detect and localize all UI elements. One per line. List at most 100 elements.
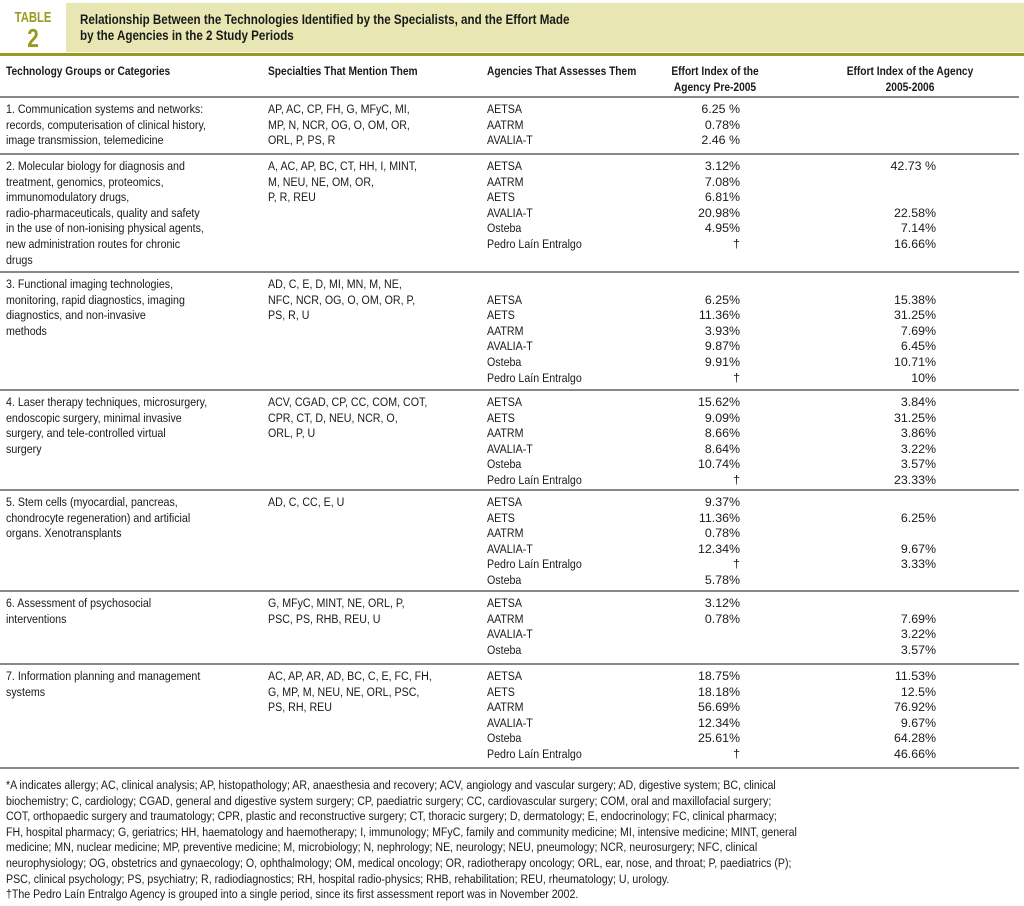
agencies-cell-line: AVALIA-T (487, 715, 533, 730)
effort-2005-2006-cell-line: 23.33% (893, 472, 936, 487)
technology-cell-line: 6. Assessment of psychosocial (6, 596, 152, 610)
technology-cell: 3. Functional imaging technologies, monit… (6, 277, 185, 339)
effort-2005-2006-cell: 6.25% 9.67% 3.33% (830, 495, 936, 589)
specialties-cell-line: AC, AP, AR, AD, BC, C, E, FC, FH, (268, 669, 432, 683)
effort-2005-2006-cell (830, 102, 936, 149)
technology-cell-line: immunomodulatory drugs, (6, 190, 130, 205)
specialties-cell-line: ORL, P, PS, R (268, 133, 336, 148)
specialties-cell-line: G, MP, M, NEU, NE, ORL, PSC, (268, 684, 420, 699)
agencies-cell-line: Pedro Laín Entralgo (487, 472, 582, 487)
header-specialties: Specialties That Mention Them (268, 64, 418, 78)
effort-2005-2006-cell-line: 6.25% (900, 510, 936, 525)
effort-pre2005-cell-line: 18.75% (697, 669, 740, 683)
technology-cell-line: 7. Information planning and management (6, 669, 201, 683)
footnote-line: PSC, clinical psychology; PS, psychiatry… (6, 871, 670, 886)
technology-cell-line: radio-pharmaceuticals, quality and safet… (6, 205, 200, 220)
technology-cell: 2. Molecular biology for diagnosis and tr… (6, 159, 204, 268)
technology-cell-line: records, computerisation of clinical his… (6, 117, 206, 132)
row-divider (0, 389, 1019, 391)
agencies-cell-line: AETSA (487, 596, 522, 610)
agencies-cell-line: Osteba (487, 572, 522, 587)
effort-pre2005-cell-line: 9.09% (704, 410, 740, 425)
effort-pre2005-cell-line: 6.81% (704, 190, 740, 205)
row-divider (0, 271, 1019, 273)
specialties-cell-line: AD, C, CC, E, U (268, 495, 345, 509)
effort-pre2005-cell-line: † (733, 370, 740, 385)
agencies-cell-line: AETS (487, 510, 515, 525)
specialties-cell-line: MP, N, NCR, OG, O, OM, OR, (268, 117, 410, 132)
agencies-cell-line: AETS (487, 684, 515, 699)
technology-cell-line: in the use of non-ionising physical agen… (6, 221, 204, 236)
effort-pre2005-cell-line: 18.18% (697, 684, 740, 699)
effort-2005-2006-cell-line: 76.92% (893, 700, 936, 715)
technology-cell-line: surgery, and tele-controlled virtual (6, 426, 166, 441)
specialties-cell-line: AD, C, E, D, MI, MN, M, NE, (268, 277, 402, 291)
effort-2005-2006-cell-line: 12.5% (900, 684, 936, 699)
agencies-cell-line: AVALIA-T (487, 541, 533, 556)
effort-2005-2006-cell-line: 10% (911, 370, 936, 385)
agencies-cell-line: AETSA (487, 669, 522, 683)
effort-2005-2006-cell: 42.73 % 22.58% 7.14% 16.66% (830, 159, 936, 253)
effort-pre2005-cell-line (640, 627, 740, 643)
effort-pre2005-cell-line: 8.66% (704, 426, 740, 441)
footnote-line: †The Pedro Laín Entralgo Agency is group… (6, 887, 579, 902)
header-rule (0, 53, 1024, 56)
agencies-cell-line: Osteba (487, 642, 522, 657)
effort-pre2005-cell-line: 11.36% (698, 510, 740, 525)
footnote-line: biochemistry; C, cardiology; CGAD, gener… (6, 793, 772, 808)
effort-pre2005-cell-line: 3.12% (704, 596, 740, 610)
effort-2005-2006-cell-line (830, 495, 936, 511)
agencies-cell: AETSA AETS AATRM AVALIA-T Osteba Pedro Laín E… (487, 395, 582, 489)
technology-cell-line: treatment, genomics, proteomics, (6, 174, 164, 189)
effort-pre2005-cell-line: 6.25% (704, 292, 740, 307)
agencies-cell-line: AETSA (487, 292, 522, 307)
agencies-cell-line: Osteba (487, 221, 522, 236)
technology-cell-line: methods (6, 323, 47, 338)
specialties-cell-line: P, R, REU (268, 190, 316, 205)
agencies-cell-line: Pedro Laín Entralgo (487, 236, 582, 251)
row-divider (0, 96, 1019, 98)
header-technology: Technology Groups or Categories (6, 64, 171, 78)
effort-2005-2006-cell: 7.69% 3.22% 3.57% (830, 596, 936, 658)
agencies-cell-line: AATRM (487, 174, 524, 189)
effort-pre2005-cell: 6.25 % 0.78% 2.46 % (640, 102, 740, 149)
specialties-cell-line: NFC, NCR, OG, O, OM, OR, P, (268, 292, 416, 307)
effort-pre2005-cell: 9.37% 11.36% 0.78% 12.34% † 5.78% (640, 495, 740, 589)
agencies-cell-line: AETSA (487, 495, 522, 509)
effort-pre2005-cell-line: † (733, 557, 740, 572)
effort-pre2005-cell-line: 0.78% (704, 526, 740, 541)
technology-cell-line: surgery (6, 441, 42, 456)
specialties-cell-line: A, AC, AP, BC, CT, HH, I, MINT, (268, 159, 418, 173)
effort-2005-2006-cell-line: 46.66% (893, 746, 936, 761)
effort-pre2005-cell: 3.12% 7.08% 6.81% 20.98% 4.95% † (640, 159, 740, 253)
specialties-cell: AD, C, E, D, MI, MN, M, NE, NFC, NCR, OG,… (268, 277, 415, 324)
specialties-cell-line: PS, RH, REU (268, 700, 332, 715)
table-title: Relationship Between the Technologies Id… (80, 12, 569, 44)
header-2005-2006: Effort Index of the Agency 2005-2006 (834, 63, 987, 95)
effort-pre2005-cell-line: 12.34% (697, 541, 740, 556)
header-line: Agency Pre-2005 (673, 80, 757, 94)
effort-pre2005-cell-line: 3.93% (704, 323, 740, 338)
effort-pre2005-cell-line: 8.64% (704, 441, 740, 456)
agencies-cell-line: Osteba (487, 354, 522, 369)
effort-2005-2006-cell-line (830, 596, 936, 612)
technology-cell-line: drugs (6, 252, 33, 267)
technology-cell: 1. Communication systems and networks: re… (6, 102, 206, 149)
agencies-cell-line: AVALIA-T (487, 133, 533, 148)
effort-pre2005-cell-line: 0.78% (704, 611, 740, 626)
effort-2005-2006-cell: 15.38% 31.25% 7.69% 6.45% 10.71% 10% (830, 277, 936, 386)
footnote-line: medicine; MN, nuclear medicine; MP, prev… (6, 840, 758, 855)
technology-cell-line: new administration routes for chronic (6, 236, 181, 251)
effort-pre2005-cell-line: 0.78% (704, 117, 740, 132)
effort-2005-2006-cell-line: 3.22% (900, 441, 936, 456)
agencies-cell-line: AVALIA-T (487, 627, 533, 642)
technology-cell-line: monitoring, rapid diagnostics, imaging (6, 292, 185, 307)
table-title-band: TABLE 2 Relationship Between the Technol… (0, 0, 1024, 52)
agencies-cell-line: Osteba (487, 457, 522, 472)
effort-pre2005-cell-line: 9.37% (704, 495, 740, 509)
header-line: Effort Index of the (671, 64, 759, 78)
specialties-cell-line: PS, R, U (268, 308, 310, 323)
agencies-cell-line: AVALIA-T (487, 339, 533, 354)
footnote-line: FH, hospital pharmacy; G, geriatrics; HH… (6, 824, 797, 839)
